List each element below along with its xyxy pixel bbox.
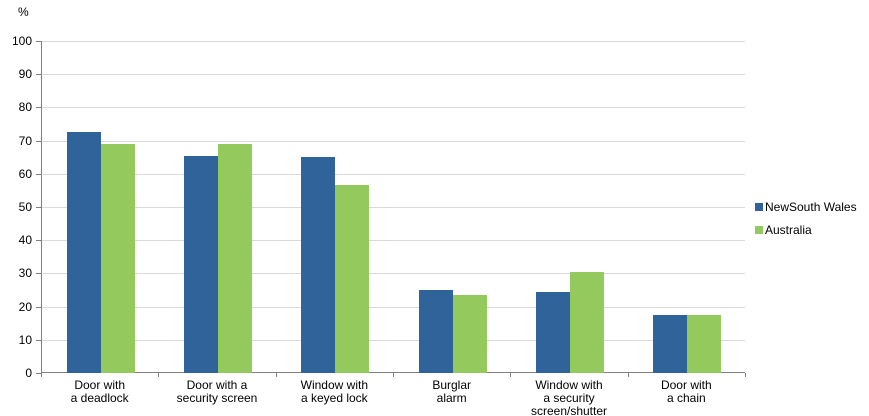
bar-newsouth-wales-window-with-a-keyed-lock [301,157,336,373]
y-axis-tick [36,173,41,175]
y-axis-tick [36,373,41,374]
bar-newsouth-wales-door-with-a-chain [653,314,688,373]
y-axis-tick-label: 60 [18,166,32,181]
x-axis-tick [158,373,160,377]
bar-newsouth-wales-burglar-alarm [418,290,453,373]
x-axis-category-label: Window with a keyed lock [300,378,368,405]
gridline [42,41,745,42]
y-axis-tick [36,140,41,142]
legend-label: NewSouth Wales [765,200,857,214]
y-axis-tick [36,41,41,42]
bar-newsouth-wales-door-with-a-security-screen [184,155,218,373]
y-axis-tick [36,107,41,109]
gridline [42,207,745,208]
y-axis-tick [36,273,41,275]
x-axis-category-label: Door with a chain [660,378,712,405]
gridline [42,140,745,142]
gridline [42,273,745,275]
x-axis-category-label: Burglar alarm [432,378,471,405]
bar-newsouth-wales-window-with-a-security-screen-shutter [536,291,570,373]
gridline [42,107,745,109]
gridline [42,240,745,242]
bar-australia-door-with-a-chain [687,314,722,373]
bar-australia-door-with-a-security-screen [218,143,252,373]
bar-australia-burglar-alarm [452,294,487,373]
legend: NewSouth Wales Australia [755,200,857,237]
y-axis-tick-label: 80 [18,100,32,115]
x-axis-tick [745,373,746,377]
y-axis-tick-label: 30 [18,266,32,281]
y-axis-tick-label: 100 [11,34,32,48]
y-axis-tick [36,306,41,308]
x-axis-category-label: Door with a security screen [176,378,258,405]
x-axis-tick [275,373,277,377]
y-axis-tick [36,240,41,242]
y-axis-tick-label: 40 [18,233,32,248]
y-axis-tick [36,339,41,341]
y-axis-tick-label: 20 [18,299,32,314]
x-axis-tick [627,373,629,377]
legend-item-newsouth-wales: NewSouth Wales [755,200,857,214]
gridline [42,74,745,76]
y-axis-tick-label: 70 [18,133,32,148]
y-axis-tick-label: 10 [18,332,32,347]
australia-legend-marker-icon [755,226,763,234]
gridline [42,339,745,341]
x-axis-tick [393,373,394,377]
gridline [42,173,745,175]
y-axis-unit-label: % [18,5,29,19]
newsouth-wales-legend-marker-icon [755,203,763,211]
gridline [42,306,745,308]
x-axis-category-label: Door with a deadlock [70,378,129,405]
bar-australia-window-with-a-keyed-lock [335,185,370,373]
y-axis-tick [36,207,41,208]
bar-newsouth-wales-door-with-a-deadlock [66,132,101,373]
x-axis-tick [510,373,512,377]
bar-australia-door-with-a-deadlock [100,143,135,373]
legend-label: Australia [765,223,812,237]
y-axis-tick-label: 90 [18,67,32,82]
bar-australia-window-with-a-security-screen-shutter [570,271,604,373]
plot-area [41,41,745,373]
y-axis-tick-label: 50 [18,200,32,214]
y-axis-tick [36,74,41,76]
x-axis-tick [41,373,42,377]
y-axis-tick-label: 0 [25,366,32,380]
legend-item-australia: Australia [755,223,857,237]
x-axis-category-label: Window with a security screen/shutter [530,378,608,416]
